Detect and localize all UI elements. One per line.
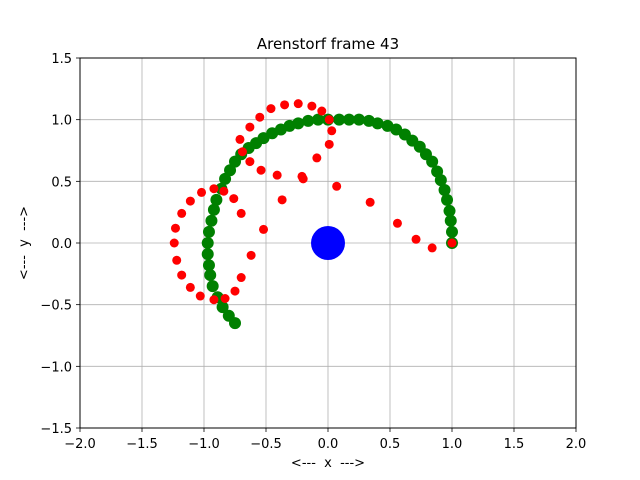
- series-0-point: [229, 317, 241, 330]
- series-1-point: [272, 170, 282, 180]
- series-0-point: [333, 113, 346, 126]
- series-1-point: [297, 171, 307, 181]
- series-0-point: [431, 165, 444, 178]
- series-1-point: [324, 115, 334, 125]
- x-tick-label: −1.5: [126, 437, 158, 452]
- series-0-point: [210, 193, 223, 206]
- series-0-point: [266, 127, 279, 140]
- series-1-point: [185, 282, 195, 292]
- series-0-point: [205, 214, 218, 227]
- series-0-point: [441, 193, 454, 206]
- series-0-point: [438, 183, 451, 196]
- chart-title: Arenstorf frame 43: [257, 35, 399, 53]
- series-1-point: [172, 255, 182, 265]
- series-1-point: [219, 186, 229, 196]
- series-1-point: [230, 286, 240, 296]
- series-1-point: [235, 134, 245, 144]
- series-0-point: [444, 214, 457, 227]
- series-1-point: [327, 126, 337, 136]
- series-0-point: [204, 269, 217, 282]
- y-tick-label: 0.0: [51, 237, 72, 252]
- series-0-point: [353, 113, 365, 126]
- series-1-point: [256, 165, 266, 175]
- y-tick-label: −0.5: [40, 299, 72, 314]
- series-1-point: [411, 234, 421, 244]
- series-0-point: [216, 301, 229, 314]
- x-tick-label: 1.5: [504, 437, 525, 452]
- series-1-point: [245, 157, 255, 167]
- series-0-point: [446, 225, 458, 238]
- marks-layer: [169, 99, 458, 330]
- y-tick-label: −1.5: [40, 422, 72, 437]
- series-1-point: [332, 181, 342, 191]
- series-1-point: [185, 196, 195, 206]
- y-tick-label: −1.0: [40, 360, 72, 375]
- series-0-point: [381, 119, 394, 132]
- x-axis-label: <--- x --->: [291, 456, 365, 471]
- ticks-layer: −2.0 −1.5 −1.0 −0.5 0.0 0.5 1.0 1.5 2.0−1.5−1.0−…: [40, 52, 586, 452]
- x-tick-label: −0.5: [250, 437, 282, 452]
- series-1-point: [177, 270, 187, 280]
- series-1-point: [209, 295, 219, 305]
- series-0-point: [398, 128, 411, 141]
- series-1-point: [447, 238, 457, 248]
- x-tick-label: −2.0: [64, 437, 96, 452]
- series-1-point: [245, 122, 255, 132]
- series-1-point: [293, 99, 303, 109]
- series-1-point: [220, 294, 230, 303]
- series-2-point: [311, 226, 345, 260]
- series-1-point: [236, 273, 246, 283]
- series-1-point: [312, 153, 322, 163]
- series-1-point: [229, 194, 239, 204]
- y-tick-label: 1.0: [51, 114, 72, 129]
- series-0-point: [202, 225, 215, 238]
- series-1-point: [365, 197, 375, 207]
- series-1-point: [169, 238, 179, 248]
- series-1-point: [266, 104, 276, 114]
- series-1-point: [259, 224, 269, 234]
- series-1-point: [317, 106, 327, 116]
- series-0-point: [443, 204, 456, 217]
- series-1-point: [246, 250, 256, 260]
- series-1-point: [209, 184, 219, 194]
- series-1-point: [195, 291, 205, 301]
- series-0-point: [201, 248, 214, 261]
- series-0-point: [343, 113, 356, 126]
- series-1-point: [197, 187, 207, 197]
- x-tick-label: 1.0: [442, 437, 463, 452]
- series-0-point: [207, 203, 220, 216]
- y-axis-label: <--- y --->: [17, 206, 32, 280]
- y-tick-label: 1.5: [51, 52, 72, 67]
- series-0-point: [201, 237, 214, 249]
- series-0-point: [362, 114, 375, 127]
- series-1-point: [177, 208, 187, 218]
- series-1-point: [277, 195, 287, 205]
- series-0-point: [202, 259, 215, 272]
- series-0-point: [219, 172, 232, 185]
- x-tick-label: 2.0: [566, 437, 587, 452]
- series-1-point: [392, 218, 402, 228]
- x-tick-label: 0.5: [380, 437, 401, 452]
- series-1-point: [427, 243, 437, 253]
- series-0-point: [206, 280, 219, 293]
- series-1-point: [237, 147, 247, 157]
- series-1-point: [280, 100, 290, 110]
- series-1-point: [307, 101, 317, 111]
- series-1-point: [170, 223, 180, 233]
- x-tick-label: 0.0: [318, 437, 339, 452]
- x-tick-label: −1.0: [188, 437, 220, 452]
- series-1-point: [255, 112, 265, 122]
- series-1-point: [236, 208, 246, 218]
- y-tick-label: 0.5: [51, 175, 72, 190]
- series-0-point: [312, 113, 325, 126]
- series-0-point: [302, 114, 315, 127]
- series-1-point: [324, 139, 334, 149]
